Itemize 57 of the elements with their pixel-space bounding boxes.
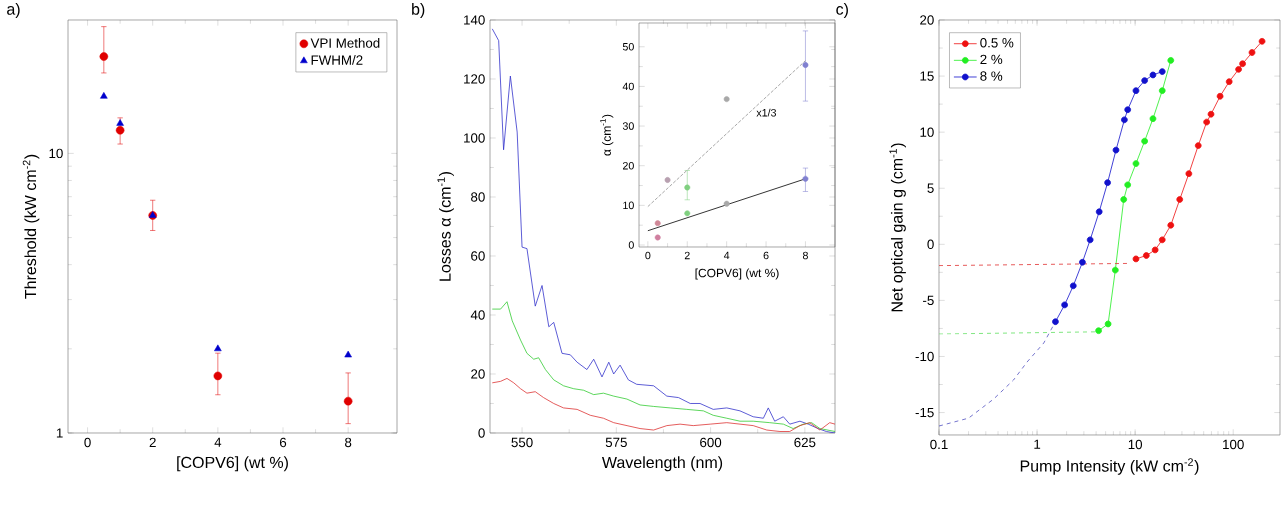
x-tick-label: 6 bbox=[763, 251, 769, 260]
y-tick-label: -5 bbox=[923, 295, 934, 306]
x-tick-label: 4 bbox=[214, 437, 222, 447]
y-tick-label: -15 bbox=[915, 407, 934, 418]
y-tick-label: 0 bbox=[927, 239, 934, 250]
y-tick-label: 50 bbox=[622, 43, 634, 51]
x-tick-label: 0 bbox=[84, 437, 91, 448]
annotation: x1/3 bbox=[756, 108, 777, 117]
x-axis-title: [COPV6] (wt %) bbox=[177, 456, 288, 472]
y-tick-label: 15 bbox=[920, 71, 934, 81]
legend-label: 2 % bbox=[980, 54, 1003, 65]
x-tick-label: 2 bbox=[149, 437, 156, 448]
y-tick-label: 20 bbox=[471, 369, 485, 379]
x-tick-label: 1 bbox=[1034, 439, 1041, 449]
y-tick-label: 20 bbox=[622, 161, 634, 170]
y-tick-label: 0 bbox=[478, 428, 485, 438]
chart-title: a) bbox=[7, 3, 20, 18]
y-tick-label: 80 bbox=[471, 192, 485, 202]
legend-label: 8 % bbox=[980, 71, 1003, 81]
y-tick-label: 20 bbox=[920, 15, 934, 25]
y-tick-label: 5 bbox=[927, 183, 934, 193]
y-tick-label: 140 bbox=[464, 15, 485, 25]
legend-label: FWHM/2 bbox=[311, 54, 363, 65]
chart-title: c) bbox=[836, 3, 848, 18]
y-axis-title: α (cm$^{-1}$) bbox=[600, 114, 614, 156]
x-tick-label: 100 bbox=[1223, 439, 1244, 450]
y-tick-label: -10 bbox=[915, 351, 934, 362]
x-tick-label: 6 bbox=[279, 437, 287, 448]
x-tick-label: 2 bbox=[684, 251, 690, 260]
y-tick-label: 40 bbox=[622, 82, 634, 91]
chart-title: b) bbox=[412, 3, 425, 18]
y-tick-label: 0 bbox=[628, 241, 634, 249]
y-axis-title: Losses α (cm$^{-1}$) bbox=[437, 172, 454, 281]
y-tick-label: 100 bbox=[464, 133, 485, 143]
y-axis-title: Threshold (kW cm$^{-2}$) bbox=[22, 154, 40, 299]
x-tick-label: 625 bbox=[794, 437, 816, 448]
x-tick-label: 8 bbox=[345, 437, 352, 448]
y-tick-label: 30 bbox=[622, 122, 634, 130]
y-axis-title: Net optical gain g (cm$^{-1}$) bbox=[889, 143, 906, 312]
x-tick-label: 550 bbox=[511, 437, 533, 448]
y-tick-label: 120 bbox=[464, 74, 485, 84]
y-tick-label: 40 bbox=[470, 310, 485, 320]
x-tick-label: 0.1 bbox=[930, 439, 948, 450]
y-tick-label: 10 bbox=[623, 201, 634, 210]
y-tick-label: 10 bbox=[920, 127, 934, 137]
legend-label: 0.5 % bbox=[980, 38, 1014, 48]
x-tick-label: 10 bbox=[1128, 439, 1143, 450]
x-axis-title: [COPV6] (wt %) bbox=[695, 268, 779, 280]
x-tick-label: 600 bbox=[700, 437, 722, 448]
y-tick-label: 60 bbox=[471, 251, 485, 261]
x-tick-label: 4 bbox=[723, 251, 730, 260]
x-tick-label: 575 bbox=[605, 437, 627, 447]
legend-label: VPI Method bbox=[310, 37, 380, 48]
x-tick-label: 0 bbox=[645, 251, 651, 260]
x-axis-title: Pump Intensity (kW cm$^{-2}$) bbox=[1020, 458, 1199, 475]
x-axis-title: Wavelength (nm) bbox=[601, 456, 723, 472]
x-tick-label: 8 bbox=[802, 251, 808, 260]
